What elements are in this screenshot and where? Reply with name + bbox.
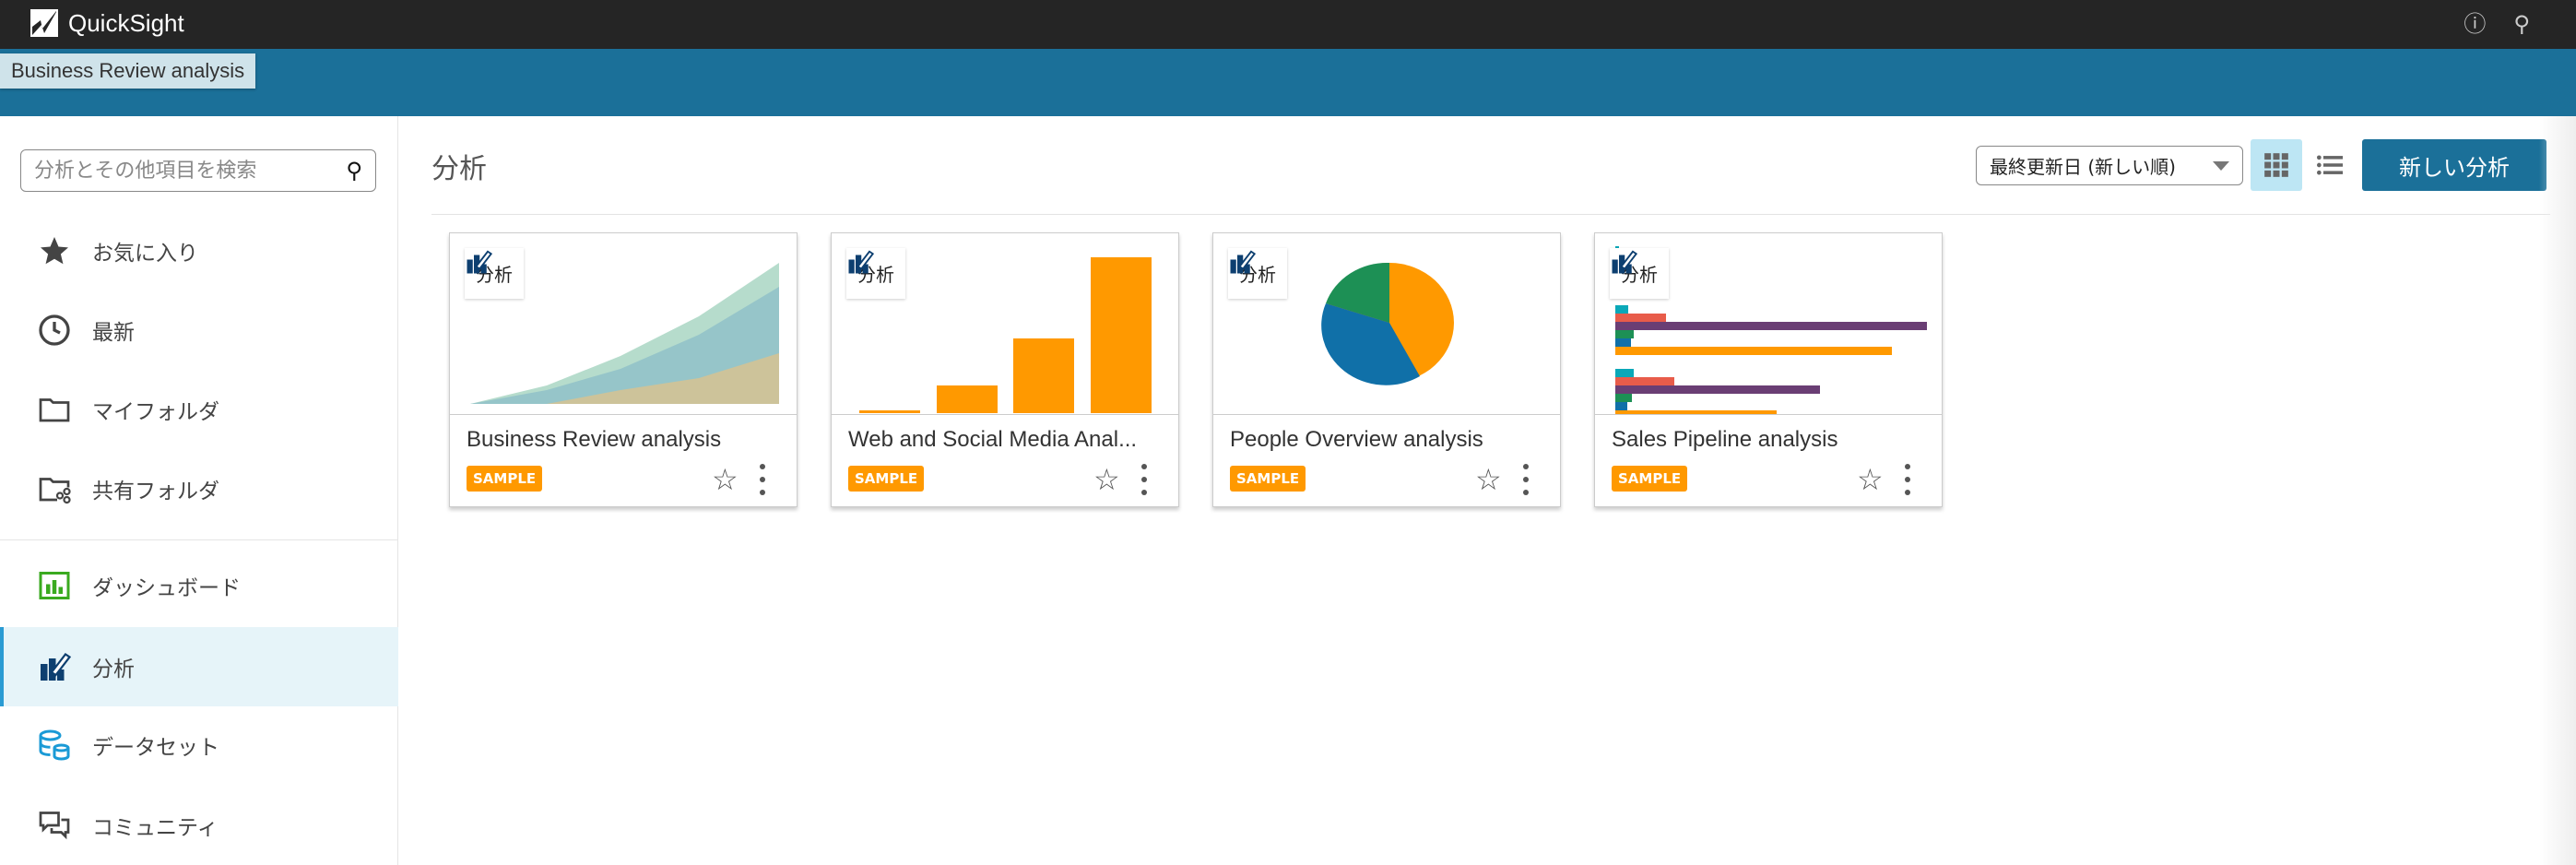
analysis-icon <box>1612 250 1637 274</box>
sidebar-item-label: マイフォルダ <box>92 400 219 424</box>
sidebar-item-label: お気に入り <box>92 242 198 266</box>
sidebar-item-label: 共有フォルダ <box>92 480 219 504</box>
analysis-tag: 分析 <box>465 248 524 299</box>
sort-select[interactable]: 最終更新日 (新しい順) <box>1976 146 2243 185</box>
analysis-card[interactable]: 分析 Web and Social Media Anal... SAMPLE ☆ <box>831 232 1179 507</box>
analysis-icon <box>467 250 492 274</box>
card-title[interactable]: Business Review analysis <box>467 427 722 452</box>
search-input[interactable] <box>34 159 347 183</box>
new-analysis-button[interactable]: 新しい分析 <box>2362 139 2546 191</box>
analysis-icon <box>1230 250 1256 274</box>
user-icon[interactable]: ⚲ <box>2513 11 2530 37</box>
sidebar-item-favorites[interactable]: お気に入り <box>0 211 398 290</box>
sidebar-item-label: 分析 <box>92 658 135 681</box>
star-icon <box>37 233 72 268</box>
favorite-star-icon[interactable]: ☆ <box>712 462 739 497</box>
community-icon <box>37 808 72 843</box>
tooltip: Business Review analysis <box>0 53 256 89</box>
card-title[interactable]: People Overview analysis <box>1230 427 1483 452</box>
sidebar-item-label: 最新 <box>92 321 135 345</box>
sidebar-item-label: ダッシュボード <box>92 576 241 600</box>
page-title: 分析 <box>431 153 487 185</box>
card-thumbnail: 分析 <box>1595 233 1942 415</box>
sidebar-divider <box>0 539 398 540</box>
header-divider <box>431 214 2550 215</box>
chevron-down-icon <box>2213 160 2229 171</box>
more-options-icon[interactable] <box>1903 464 1912 495</box>
sidebar-item-label: コミュニティ <box>92 816 219 840</box>
analysis-card[interactable]: 分析 People Overview analysis SAMPLE ☆ <box>1212 232 1561 507</box>
card-title[interactable]: Sales Pipeline analysis <box>1612 427 1838 452</box>
horizontal-bar-chart-thumbnail <box>1615 246 1927 414</box>
analysis-card[interactable]: 分析 Business Review analysis SAMPLE ☆ <box>449 232 798 507</box>
quicksight-logo[interactable]: QuickSight <box>30 8 184 38</box>
analysis-tag: 分析 <box>1610 248 1669 299</box>
grid-icon <box>2264 153 2288 177</box>
sidebar-item-shared-folders[interactable]: 共有フォルダ <box>0 449 398 528</box>
sidebar-item-dashboards[interactable]: ダッシュボード <box>0 546 398 625</box>
pie-chart-thumbnail <box>1321 262 1454 385</box>
shared-folder-icon <box>37 471 72 506</box>
app-name: QuickSight <box>68 8 184 37</box>
more-options-icon[interactable] <box>1140 464 1149 495</box>
search-icon[interactable]: ⚲ <box>346 158 362 184</box>
list-view-button[interactable] <box>2307 139 2353 191</box>
sample-badge: SAMPLE <box>467 466 543 492</box>
bar-chart-thumbnail <box>859 257 1152 413</box>
sidebar-item-label: データセット <box>92 736 219 760</box>
more-options-icon[interactable] <box>758 464 767 495</box>
list-icon <box>2317 155 2343 175</box>
top-bar: QuickSight ⓘ ⚲ <box>0 0 2576 49</box>
sidebar-item-community[interactable]: コミュニティ <box>0 786 398 865</box>
analysis-icon <box>848 250 874 274</box>
card-title[interactable]: Web and Social Media Anal... <box>848 427 1138 452</box>
dataset-icon <box>37 728 72 763</box>
sidebar-item-recent[interactable]: 最新 <box>0 290 398 370</box>
help-icon[interactable]: ⓘ <box>2464 11 2487 37</box>
card-thumbnail: 分析 <box>832 233 1178 415</box>
more-options-icon[interactable] <box>1521 464 1530 495</box>
folder-icon <box>37 392 72 427</box>
sidebar-item-datasets[interactable]: データセット <box>0 705 398 785</box>
card-thumbnail: 分析 <box>1213 233 1560 415</box>
favorite-star-icon[interactable]: ☆ <box>1093 462 1120 497</box>
search-box[interactable]: ⚲ <box>20 149 376 192</box>
sidebar: ⚲ お気に入り 最新 マイフォルダ 共有フォルダ ダッシュボード 分析 データセ… <box>0 116 398 865</box>
favorite-star-icon[interactable]: ☆ <box>1475 462 1502 497</box>
quicksight-logo-icon <box>30 9 58 37</box>
analysis-tag: 分析 <box>1228 248 1287 299</box>
context-bar <box>0 49 2576 116</box>
sort-value: 最終更新日 (新しい順) <box>1990 156 2176 178</box>
sidebar-item-my-folders[interactable]: マイフォルダ <box>0 370 398 449</box>
sample-badge: SAMPLE <box>848 466 925 492</box>
analysis-card[interactable]: 分析 Sales Pipeline analysis SAMPLE ☆ <box>1594 232 1943 507</box>
clock-icon <box>37 313 72 348</box>
card-thumbnail: 分析 <box>450 233 797 415</box>
dashboard-icon <box>37 568 72 603</box>
area-chart-thumbnail <box>470 263 779 404</box>
edge-shadow <box>2539 116 2576 865</box>
analysis-tag: 分析 <box>846 248 905 299</box>
analysis-icon <box>37 649 72 684</box>
sample-badge: SAMPLE <box>1230 466 1306 492</box>
favorite-star-icon[interactable]: ☆ <box>1857 462 1884 497</box>
grid-view-button[interactable] <box>2251 139 2302 191</box>
sample-badge: SAMPLE <box>1612 466 1688 492</box>
sidebar-item-analyses[interactable]: 分析 <box>0 627 398 706</box>
